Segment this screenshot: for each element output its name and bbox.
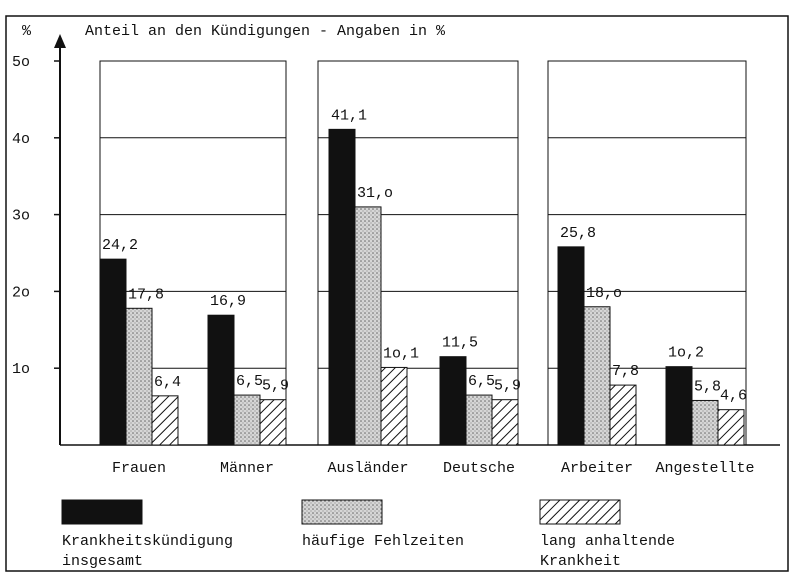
- value-label: 5,8: [694, 378, 721, 395]
- bar: [125, 307, 153, 446]
- bar: [328, 128, 356, 446]
- value-label: 18,o: [586, 285, 622, 302]
- y-axis-label: %: [22, 23, 32, 40]
- x-tick-label: Arbeiter: [561, 460, 633, 477]
- chart-title: Anteil an den Kündigungen - Angaben in %: [85, 23, 446, 40]
- frame: [5, 15, 789, 572]
- legend-swatch: [61, 499, 143, 525]
- bar: [717, 409, 745, 446]
- value-label: 24,2: [102, 237, 138, 254]
- bar: [99, 258, 127, 446]
- value-label: 31,o: [357, 185, 393, 202]
- legend-swatch: [301, 499, 383, 525]
- x-tick-label: Angestellte: [655, 460, 754, 477]
- y-tick-label: 2o: [12, 284, 30, 301]
- legend-label: lang anhaltende Krankheit: [540, 533, 676, 570]
- y-tick-label: 1o: [12, 361, 30, 378]
- bar: [151, 395, 179, 446]
- value-label: 41,1: [331, 107, 367, 124]
- x-tick-label: Ausländer: [327, 460, 408, 477]
- legend-label: Krankheitskündigung insgesamt: [62, 533, 234, 570]
- value-label: 6,5: [236, 373, 263, 390]
- bar: [691, 399, 719, 446]
- y-tick-label: 5o: [12, 54, 30, 71]
- y-axis-arrow: [54, 34, 66, 48]
- bar: [354, 206, 382, 446]
- x-tick-label: Deutsche: [443, 460, 515, 477]
- bar: [557, 246, 585, 446]
- value-label: 11,5: [442, 335, 478, 352]
- value-label: 5,9: [494, 378, 521, 395]
- x-tick-label: Frauen: [112, 460, 166, 477]
- bar: [439, 356, 467, 446]
- bar: [207, 314, 235, 446]
- value-label: 4,6: [720, 388, 747, 405]
- value-label: 7,8: [612, 363, 639, 380]
- bar: [233, 394, 261, 446]
- y-tick-label: 4o: [12, 131, 30, 148]
- y-tick-label: 3o: [12, 208, 30, 225]
- bar: [259, 399, 287, 446]
- x-tick-label: Männer: [220, 460, 274, 477]
- legend-label: häufige Fehlzeiten: [302, 533, 465, 550]
- bar: [465, 394, 493, 446]
- bar: [380, 366, 408, 446]
- value-label: 1o,1: [383, 345, 419, 362]
- bar: [491, 399, 519, 446]
- value-label: 17,8: [128, 286, 164, 303]
- value-label: 5,9: [262, 378, 289, 395]
- value-label: 1o,2: [668, 345, 704, 362]
- value-label: 16,9: [210, 293, 246, 310]
- legend-swatch: [539, 499, 621, 525]
- value-label: 6,4: [154, 374, 181, 391]
- value-label: 25,8: [560, 225, 596, 242]
- bar: [665, 366, 693, 446]
- value-label: 6,5: [468, 373, 495, 390]
- bar: [609, 384, 637, 446]
- bar: [583, 306, 611, 446]
